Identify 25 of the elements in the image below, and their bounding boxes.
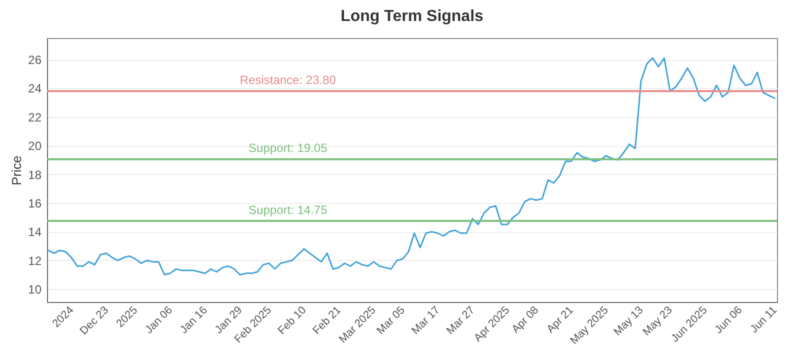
x-tick-label: Feb 21 (310, 304, 344, 337)
y-axis-title: Price (9, 156, 24, 186)
x-tick-label: Feb 10 (276, 304, 309, 337)
y-tick-label: 26 (28, 53, 42, 68)
ref-line-label: Support: 14.75 (248, 202, 328, 217)
x-tick-label: Mar 17 (410, 304, 442, 337)
x-tick-label: Mar 05 (374, 304, 408, 337)
ref-line-label: Resistance: 23.80 (240, 73, 336, 88)
x-tick-label: Jun 06 (712, 304, 745, 336)
y-tick-label: 22 (28, 110, 42, 124)
x-tick-label: Dec 23 (78, 304, 112, 338)
y-tick-label: 16 (28, 196, 42, 210)
y-tick-label: 24 (28, 82, 42, 96)
y-tick-label: 14 (28, 225, 42, 240)
x-tick-label: Apr 08 (510, 304, 542, 336)
y-tick-label: 18 (28, 168, 42, 182)
ref-line-label: Support: 19.05 (248, 141, 328, 156)
y-tick-label: 12 (28, 254, 42, 268)
x-tick-label: Jan 16 (178, 304, 210, 336)
y-tick-label: 10 (28, 282, 42, 297)
line-series (47, 57, 776, 276)
y-tick-label: 20 (28, 139, 42, 154)
x-tick-label: Jan 06 (143, 304, 175, 336)
x-tick-label: Jun 11 (748, 304, 780, 336)
chart-title: Long Term Signals (340, 8, 484, 25)
